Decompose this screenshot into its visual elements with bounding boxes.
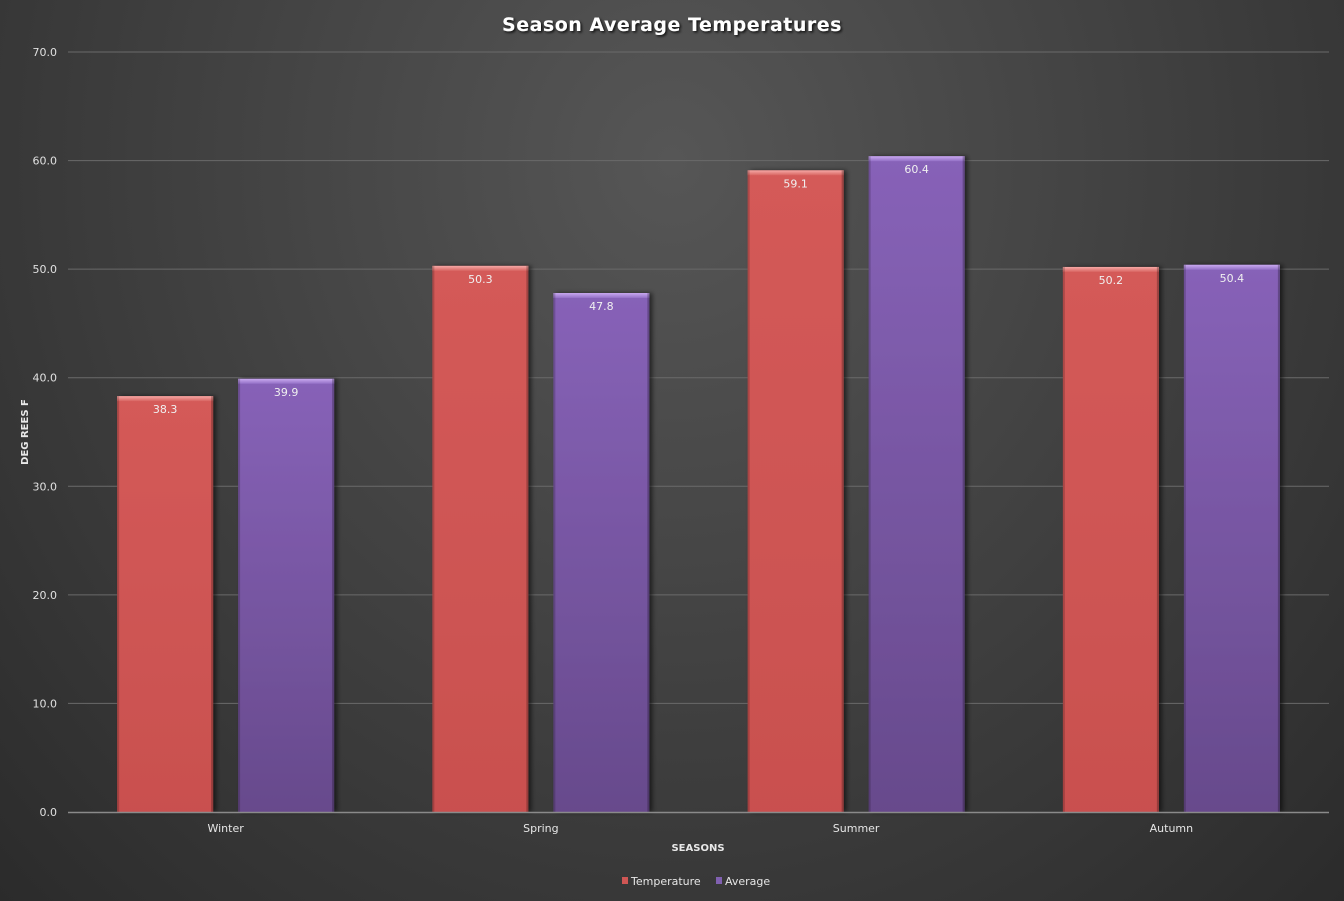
y-tick-label: 0.0 bbox=[40, 806, 58, 819]
y-tick-label: 20.0 bbox=[33, 589, 58, 602]
bar-body bbox=[1183, 264, 1280, 812]
legend-item-temperature: Temperature bbox=[622, 875, 701, 888]
bar-cap bbox=[432, 265, 529, 271]
bar-body bbox=[747, 170, 844, 813]
bar-cap bbox=[117, 396, 214, 402]
bar-cap bbox=[1062, 266, 1159, 272]
data-label: 60.4 bbox=[904, 163, 929, 176]
chart-title: Season Average Temperatures bbox=[502, 14, 842, 36]
bar-temperature-winter bbox=[117, 396, 214, 812]
legend-swatch bbox=[622, 877, 628, 884]
bar-edge-right bbox=[332, 378, 335, 812]
data-label: 47.8 bbox=[589, 300, 614, 313]
bar-body bbox=[432, 265, 529, 812]
bar-edge-left bbox=[1183, 264, 1186, 812]
bar-body bbox=[117, 396, 214, 812]
bar-edge-left bbox=[432, 265, 435, 812]
y-tick-label: 40.0 bbox=[33, 372, 58, 385]
legend: Temperature Average bbox=[622, 875, 770, 888]
bar-temperature-summer bbox=[747, 170, 844, 813]
bar-edge-right bbox=[1156, 266, 1159, 812]
x-axis-ticks: Winter Spring Summer Autumn bbox=[207, 822, 1193, 835]
bar-average-spring bbox=[553, 293, 650, 812]
bar-cap bbox=[747, 170, 844, 176]
data-label: 59.1 bbox=[783, 177, 808, 190]
bar-cap bbox=[238, 378, 335, 384]
data-label: 50.2 bbox=[1099, 274, 1124, 287]
bar-edge-left bbox=[868, 156, 871, 812]
bar-edge-left bbox=[553, 293, 556, 812]
x-tick-label: Winter bbox=[207, 822, 244, 835]
bar-body bbox=[1062, 266, 1159, 812]
bars bbox=[117, 156, 1280, 813]
bar-edge-right bbox=[1277, 264, 1280, 812]
legend-label: Average bbox=[725, 875, 770, 888]
bar-edge-right bbox=[647, 293, 650, 812]
bar-edge-left bbox=[238, 378, 241, 812]
bar-temperature-spring bbox=[432, 265, 529, 812]
bar-body bbox=[553, 293, 650, 812]
y-axis-ticks: 0.0 10.0 20.0 30.0 40.0 50.0 60.0 70.0 bbox=[33, 46, 58, 819]
y-tick-label: 50.0 bbox=[33, 263, 58, 276]
data-label: 50.4 bbox=[1220, 272, 1245, 285]
bar-cap bbox=[553, 293, 650, 299]
x-tick-label: Summer bbox=[833, 822, 880, 835]
y-tick-label: 30.0 bbox=[33, 480, 58, 493]
x-axis-title: SEASONS bbox=[671, 843, 724, 854]
data-label: 50.3 bbox=[468, 273, 493, 286]
x-tick-label: Spring bbox=[523, 822, 559, 835]
data-label: 39.9 bbox=[274, 386, 299, 399]
bar-body bbox=[238, 378, 335, 812]
data-labels: 38.3 39.9 50.3 47.8 59.1 60.4 50.2 50.4 bbox=[153, 163, 1244, 416]
x-tick-label: Autumn bbox=[1150, 822, 1193, 835]
bar-edge-right bbox=[962, 156, 965, 812]
legend-swatch bbox=[716, 877, 722, 884]
bar-average-autumn bbox=[1183, 264, 1280, 812]
legend-item-average: Average bbox=[716, 875, 770, 888]
bar-edge-left bbox=[747, 170, 750, 813]
bar-edge-left bbox=[1062, 266, 1065, 812]
y-tick-label: 70.0 bbox=[33, 46, 58, 59]
bar-edge-right bbox=[526, 265, 529, 812]
legend-label: Temperature bbox=[630, 875, 701, 888]
bar-edge-right bbox=[841, 170, 844, 813]
bar-body bbox=[868, 156, 965, 812]
y-tick-label: 60.0 bbox=[33, 155, 58, 168]
bar-temperature-autumn bbox=[1062, 266, 1159, 812]
bar-edge-right bbox=[211, 396, 214, 812]
bar-cap bbox=[1183, 264, 1280, 270]
y-tick-label: 10.0 bbox=[33, 697, 58, 710]
y-axis-title: DEG REES F bbox=[20, 399, 31, 465]
bar-cap bbox=[868, 156, 965, 162]
bar-average-summer bbox=[868, 156, 965, 812]
bar-edge-left bbox=[117, 396, 120, 812]
data-label: 38.3 bbox=[153, 403, 178, 416]
bar-average-winter bbox=[238, 378, 335, 812]
